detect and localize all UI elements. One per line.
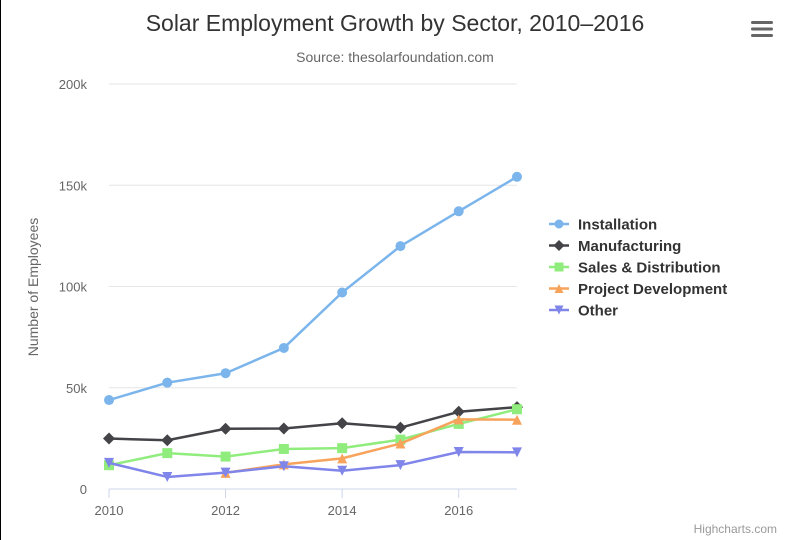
data-point[interactable]	[162, 377, 173, 388]
series-line	[108, 408, 518, 467]
credits-link[interactable]: Highcharts.com	[694, 522, 777, 536]
data-point[interactable]	[278, 342, 289, 353]
y-tick-label: 150k	[59, 178, 88, 193]
data-point[interactable]	[220, 451, 231, 462]
x-tick-label: 2010	[95, 503, 124, 518]
legend-marker[interactable]	[553, 240, 565, 251]
x-axis: 2010 2012 2014 2016	[95, 488, 517, 518]
data-point[interactable]	[219, 422, 232, 435]
series-layer	[103, 171, 523, 482]
series-0	[104, 171, 522, 406]
y-tick-labels: 0 50k 100k 150k 200k	[59, 77, 88, 497]
data-point[interactable]	[104, 395, 114, 406]
hamburger-menu-icon[interactable]	[747, 16, 777, 42]
data-point[interactable]	[453, 446, 464, 457]
data-point[interactable]	[337, 287, 348, 298]
y-tick-label: 50k	[66, 381, 87, 396]
data-point[interactable]	[395, 460, 406, 471]
x-tick-label: 2016	[444, 503, 473, 518]
data-point[interactable]	[278, 443, 289, 454]
data-point[interactable]	[103, 432, 115, 445]
data-point[interactable]	[162, 471, 173, 482]
legend: Installation Manufacturing Sales & Distrib…	[549, 217, 727, 320]
legend-marker[interactable]	[554, 305, 564, 315]
legend-label: Sales & Distribution	[578, 260, 721, 277]
legend-item[interactable]: Project Development	[549, 281, 727, 298]
data-point[interactable]	[394, 421, 407, 434]
legend-item[interactable]: Installation	[549, 217, 657, 234]
data-point[interactable]	[395, 438, 406, 449]
data-point[interactable]	[395, 241, 406, 252]
data-point[interactable]	[336, 417, 349, 430]
data-point[interactable]	[162, 448, 173, 459]
data-point[interactable]	[104, 457, 114, 468]
legend-item[interactable]: Manufacturing	[549, 238, 681, 255]
series-line	[108, 405, 518, 442]
grid-lines	[109, 83, 517, 389]
series-1	[103, 401, 523, 447]
y-tick-label: 100k	[59, 280, 88, 295]
data-point[interactable]	[337, 453, 348, 464]
series-line	[225, 418, 518, 475]
y-tick-label: 0	[80, 482, 87, 497]
data-point[interactable]	[452, 405, 465, 418]
y-tick-label: 200k	[59, 77, 88, 92]
legend-item[interactable]: Sales & Distribution	[549, 260, 721, 277]
data-point[interactable]	[512, 404, 522, 415]
series-line	[108, 450, 518, 479]
legend-label: Project Development	[578, 281, 727, 298]
x-tick-label: 2012	[211, 503, 240, 518]
series-4	[104, 446, 522, 482]
data-point[interactable]	[220, 368, 231, 379]
data-point[interactable]	[512, 414, 522, 425]
x-tick-label: 2014	[328, 503, 357, 518]
data-point[interactable]	[337, 443, 348, 454]
data-point[interactable]	[512, 171, 522, 182]
legend-label: Manufacturing	[578, 238, 681, 255]
data-point[interactable]	[277, 422, 290, 435]
data-point[interactable]	[512, 447, 522, 458]
data-point[interactable]	[161, 434, 174, 447]
legend-marker[interactable]	[554, 262, 564, 272]
data-point[interactable]	[220, 467, 231, 478]
chart-subtitle: Source: thesolarfoundation.com	[296, 49, 494, 65]
y-axis-title: Number of Employees	[25, 218, 41, 357]
data-point[interactable]	[453, 414, 464, 425]
data-point[interactable]	[278, 461, 289, 472]
legend-marker[interactable]	[554, 284, 564, 293]
legend-label: Other	[578, 303, 618, 320]
chart-title: Solar Employment Growth by Sector, 2010–…	[146, 10, 645, 36]
data-point[interactable]	[453, 206, 464, 217]
legend-item[interactable]: Other	[549, 303, 618, 320]
data-point[interactable]	[337, 465, 348, 476]
legend-marker[interactable]	[554, 219, 564, 229]
series-line	[108, 175, 518, 402]
legend-label: Installation	[578, 217, 657, 234]
